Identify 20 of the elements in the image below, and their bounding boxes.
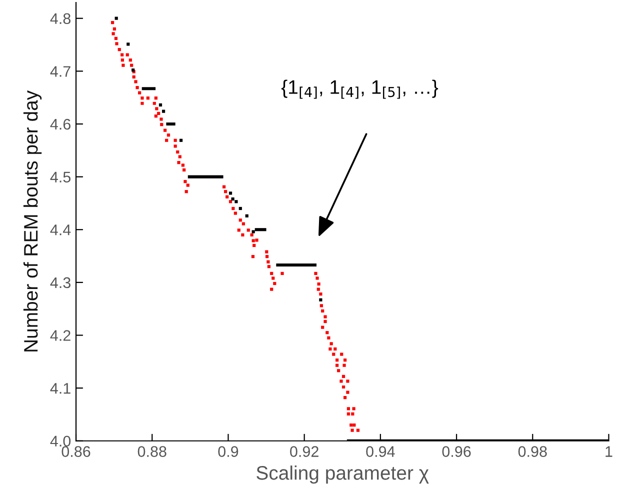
y-tick-label: 4.3 [50,277,70,288]
y-axis-title: Number of REM bouts per day [23,90,42,352]
y-tick-label: 4.2 [50,330,70,341]
y-tick-label: 4.4 [50,224,71,236]
y-tick-label: 4.8 [50,13,70,24]
x-tick-label: 0.88 [138,446,166,457]
x-tick-label: 0.94 [366,446,395,457]
y-tick-label: 4.1 [50,383,70,394]
x-axis-title: Scaling parameter χ [256,466,429,484]
x-tick-label: 0.98 [518,446,547,457]
y-tick-label: 4.6 [50,118,70,130]
x-tick-label: 0.96 [442,446,471,457]
x-tick-label: 0.86 [62,446,90,457]
x-tick-label: 0.92 [290,446,318,457]
y-tick-label: 4.0 [50,436,71,447]
x-tick-label: 0.9 [218,446,238,457]
y-tick-label: 4.5 [50,172,71,182]
y-tick-label: 4.7 [50,66,70,77]
x-tick-label: 1 [606,446,612,457]
annotation: {1$_{[4]}$, 1$_{[4]}$, 1$_{[5]}$, …} [281,80,438,99]
